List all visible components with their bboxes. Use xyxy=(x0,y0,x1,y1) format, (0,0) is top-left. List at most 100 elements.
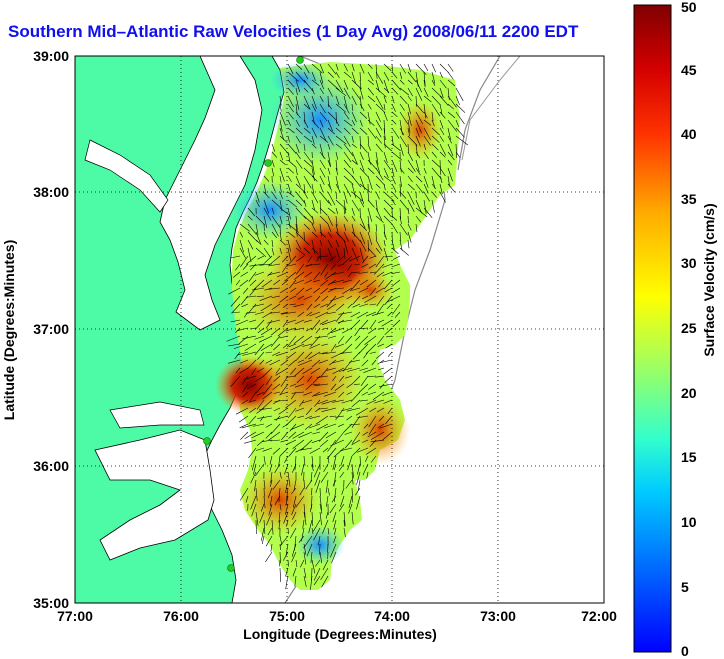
velocity-arrow xyxy=(266,511,273,526)
velocity-arrow xyxy=(360,327,369,329)
velocity-arrow xyxy=(262,447,273,452)
velocity-arrow xyxy=(247,215,253,221)
velocity-arrow xyxy=(304,279,313,284)
velocity-arrow xyxy=(332,367,345,375)
velocity-arrow xyxy=(272,351,281,356)
velocity-arrow xyxy=(392,303,401,315)
velocity-arrow xyxy=(295,151,301,160)
velocity-arrow xyxy=(447,167,453,182)
velocity-arrow xyxy=(376,295,385,307)
velocity-arrow xyxy=(295,191,306,204)
velocity-arrow xyxy=(235,407,249,415)
velocity-arrow xyxy=(278,455,281,467)
velocity-arrow xyxy=(381,319,393,327)
velocity-arrow xyxy=(367,431,377,438)
velocity-arrow xyxy=(248,415,257,425)
velocity-arrow xyxy=(343,167,354,178)
velocity-arrow xyxy=(260,327,273,336)
velocity-arrow xyxy=(351,111,357,123)
velocity-arrow xyxy=(270,439,281,442)
x-tick-label: 72:00 xyxy=(581,608,617,624)
velocity-arrow xyxy=(343,119,353,127)
velocity-arrow xyxy=(358,343,369,354)
velocity-arrow xyxy=(423,207,433,218)
velocity-arrow xyxy=(311,167,315,182)
velocity-arrow xyxy=(369,351,377,354)
velocity-arrow xyxy=(343,151,352,163)
velocity-arrow xyxy=(279,551,281,564)
velocity-arrow xyxy=(251,287,265,291)
velocity-arrow xyxy=(303,183,306,194)
velocity-arrow xyxy=(385,415,393,425)
velocity-arrow xyxy=(274,415,289,421)
velocity-arrow xyxy=(248,271,257,282)
velocity-arrow xyxy=(279,247,282,254)
velocity-arrow xyxy=(274,399,289,402)
velocity-arrow xyxy=(321,575,329,588)
velocity-arrow xyxy=(335,79,344,93)
velocity-arrow xyxy=(319,231,326,238)
velocity-arrow xyxy=(365,447,377,455)
velocity-arrow xyxy=(261,535,265,545)
velocity-arrow xyxy=(297,295,305,300)
velocity-arrow xyxy=(368,263,377,269)
chesapeake-bay xyxy=(159,56,263,331)
velocity-arrow xyxy=(279,135,288,144)
velocity-arrow xyxy=(321,343,329,346)
velocity-arrow xyxy=(334,463,337,470)
velocity-arrow xyxy=(423,191,430,202)
velocity-arrow xyxy=(439,191,446,203)
velocity-arrow xyxy=(314,335,329,339)
velocity-arrow xyxy=(343,239,349,254)
velocity-arrow xyxy=(369,271,377,274)
velocity-arrow xyxy=(265,431,273,439)
velocity-arrows xyxy=(226,63,468,590)
velocity-arrow xyxy=(431,103,441,117)
velocity-arrow xyxy=(295,199,303,207)
velocity-arrow xyxy=(311,191,319,204)
velocity-arrow xyxy=(271,231,278,239)
velocity-arrow xyxy=(415,63,427,75)
velocity-arrow xyxy=(327,119,333,132)
velocity-arrow xyxy=(367,231,373,245)
velocity-arrow xyxy=(311,159,315,175)
velocity-arrow xyxy=(311,239,316,255)
velocity-arrow xyxy=(355,343,361,350)
velocity-arrow xyxy=(231,311,241,314)
velocity-arrow xyxy=(313,271,321,280)
velocity-arrow xyxy=(267,271,273,277)
velocity-arrow xyxy=(319,215,329,225)
velocity-arrow xyxy=(335,71,340,79)
velocity-arrow xyxy=(314,391,329,397)
velocity-arrow xyxy=(375,119,383,131)
velocity-arrow xyxy=(319,151,326,160)
velocity-arrow xyxy=(317,399,329,405)
velocity-arrow xyxy=(391,223,398,234)
velocity-arrow xyxy=(319,183,324,192)
velocity-arrow xyxy=(360,319,369,329)
velocity-arrow xyxy=(375,103,386,113)
velocity-arrow xyxy=(330,263,337,270)
velocity-arrow xyxy=(335,159,338,171)
velocity-arrow xyxy=(287,215,291,229)
velocity-arrow xyxy=(455,135,468,146)
velocity-arrow xyxy=(287,199,298,208)
velocity-arrow xyxy=(283,551,289,561)
colorbar-tick-label: 5 xyxy=(681,579,689,595)
velocity-arrow xyxy=(341,399,353,404)
velocity-arrow xyxy=(316,423,329,431)
velocity-arrow xyxy=(238,415,249,423)
velocity-arrow xyxy=(327,231,333,238)
velocity-arrow xyxy=(367,391,377,396)
velocity-arrow xyxy=(431,71,436,84)
velocity-arrow xyxy=(303,207,314,219)
velocity-arrow xyxy=(367,247,377,257)
velocity-arrow xyxy=(325,479,329,494)
velocity-arrow xyxy=(383,247,389,261)
velocity-arrow xyxy=(287,159,297,168)
velocity-arrow xyxy=(302,367,313,374)
velocity-arrow xyxy=(287,143,297,154)
velocity-arrow xyxy=(274,463,281,473)
velocity-arrow xyxy=(367,167,375,175)
velocity-arrow xyxy=(375,151,379,165)
